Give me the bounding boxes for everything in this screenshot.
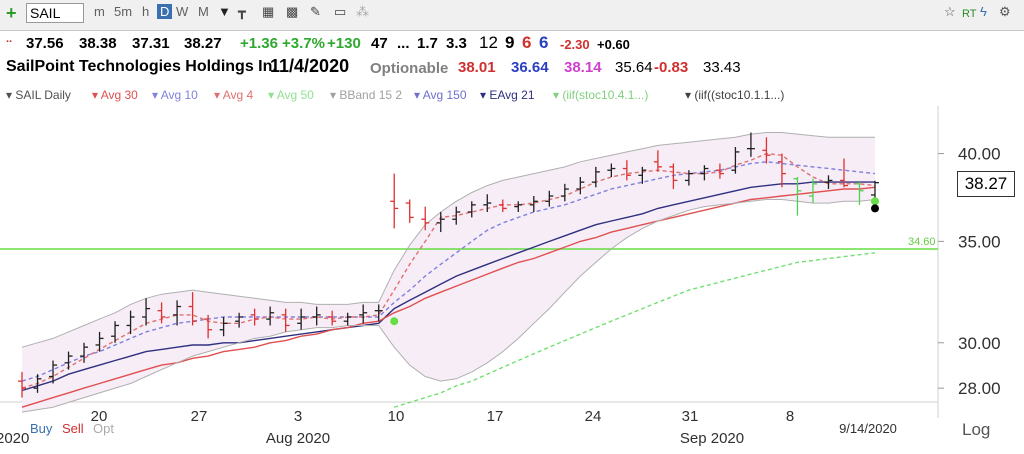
y-tick-label-3: 28.00: [958, 379, 1001, 398]
signal-dot-1: [871, 197, 879, 206]
bar-type-icon[interactable]: ┳: [238, 4, 246, 19]
info-p5: -0.83: [654, 59, 689, 76]
pencil-icon[interactable]: ✎: [310, 4, 321, 19]
quote-high: 38.38: [79, 35, 117, 52]
quote-v9: -2.30: [560, 37, 590, 52]
month-label-2: Sep 2020: [680, 430, 744, 447]
info-p4: 35.64: [615, 59, 653, 76]
quote-v3: 1.7: [417, 35, 438, 52]
x-tick-label-5: 24: [585, 408, 602, 425]
buy-legend[interactable]: Buy: [30, 421, 53, 436]
month-label-0: 2020: [0, 430, 29, 447]
x-tick-label-0: 20: [91, 408, 108, 425]
quote-open: 37.56: [26, 35, 64, 52]
last-date-label: 9/14/2020: [839, 421, 897, 436]
legend-item-0[interactable]: ▾ SAIL Daily: [6, 88, 71, 102]
legend-item-5[interactable]: ▾ BBand 15 2: [330, 88, 403, 102]
star-icon[interactable]: ☆: [944, 4, 956, 19]
last-price-box: 38.27: [957, 171, 1015, 197]
info-p2: 36.64: [511, 59, 549, 76]
x-tick-label-1: 27: [191, 408, 208, 425]
add-icon[interactable]: +: [6, 3, 17, 23]
legend-item-2[interactable]: ▾ Avg 10: [152, 88, 198, 102]
quote-date: 11/4/2020: [270, 56, 350, 76]
legend-item-8[interactable]: ▾ (iif(stoc10.4.1...): [553, 88, 649, 102]
note-icon[interactable]: ▭: [334, 4, 347, 19]
period-1m[interactable]: m: [94, 4, 105, 19]
quote-change: +1.36: [240, 35, 278, 52]
dropdown-icon[interactable]: ▼: [218, 4, 231, 19]
quote-v6: 9: [505, 33, 515, 52]
quote-v10: +0.60: [597, 37, 630, 52]
quote-v2: 47: [371, 35, 388, 52]
info-p3: 38.14: [564, 59, 602, 76]
month-label-1: Aug 2020: [266, 430, 330, 447]
log-toggle[interactable]: Log: [962, 420, 991, 439]
y-tick-label-1: 35.00: [958, 232, 1001, 251]
info-p6: 33.43: [703, 59, 741, 76]
toolbar: + SAIL m 5m h D W M ▼ ┳ ▦ ▩ ✎ ▭ ⁂ ☆ RT ϟ…: [0, 0, 1024, 31]
optionable-label: Optionable: [370, 60, 449, 77]
grid-icon[interactable]: ▩: [286, 4, 299, 19]
info-p1: 38.01: [458, 59, 496, 76]
y-tick-label-2: 30.00: [958, 334, 1001, 353]
signal-dot-2: [871, 204, 879, 213]
support-line-label: 34.60: [908, 236, 936, 248]
series-line-4: [21, 132, 875, 348]
quote-v1: +130: [327, 35, 361, 52]
series-line-0: [21, 181, 875, 392]
period-day[interactable]: D: [157, 4, 173, 19]
quote-change-pct: +3.7%: [282, 35, 325, 52]
company-name: SailPoint Technologies Holdings In.: [6, 58, 277, 75]
legend-item-3[interactable]: ▾ Avg 4: [214, 88, 254, 102]
realtime-icon[interactable]: RT: [962, 8, 977, 20]
x-tick-label-2: 3: [294, 408, 302, 425]
series-line-5: [21, 199, 876, 413]
share-icon[interactable]: ⁂: [356, 4, 369, 19]
settings-icon[interactable]: ⚙: [999, 4, 1011, 19]
x-tick-label-6: 31: [682, 408, 699, 425]
quote-close: 38.27: [184, 35, 222, 52]
quote-v8: 6: [539, 33, 549, 52]
legend-item-9[interactable]: ▾ (iif((stoc10.1.1...): [685, 88, 785, 102]
legend-item-1[interactable]: ▾ Avg 30: [92, 88, 138, 102]
period-week[interactable]: W: [176, 4, 189, 19]
quote-v5: 12: [479, 33, 498, 52]
period-5m[interactable]: 5m: [114, 4, 133, 19]
period-hour[interactable]: h: [142, 4, 150, 19]
series-line-6: [393, 252, 876, 408]
indicator-legend: ▾ SAIL Daily ▾ Avg 30 ▾ Avg 10 ▾ Avg 4 ▾ Avg…: [0, 86, 1024, 106]
legend-item-7[interactable]: ▾ EAvg 21: [480, 88, 535, 102]
lightning-icon[interactable]: ϟ: [980, 4, 987, 19]
quote-low: 37.31: [132, 35, 170, 52]
quote-prefix: ..: [6, 33, 13, 45]
legend-item-4[interactable]: ▾ Avg 50: [268, 88, 314, 102]
symbol-input[interactable]: SAIL: [26, 3, 84, 23]
period-month[interactable]: M: [198, 4, 209, 19]
series-line-3: [21, 152, 876, 389]
x-tick-label-3: 10: [388, 408, 405, 425]
y-tick-label-0: 40.00: [958, 145, 1001, 164]
signal-dot-0: [390, 317, 399, 326]
quote-dots: ...: [397, 35, 410, 52]
x-tick-label-7: 8: [786, 408, 794, 425]
sell-legend[interactable]: Sell: [62, 421, 84, 436]
quote-v4: 3.3: [446, 35, 467, 52]
calendar-icon[interactable]: ▦: [262, 4, 275, 19]
opt-legend[interactable]: Opt: [93, 421, 114, 436]
quote-v7: 6: [522, 33, 532, 52]
x-tick-label-4: 17: [487, 408, 504, 425]
legend-item-6[interactable]: ▾ Avg 150: [414, 88, 467, 102]
